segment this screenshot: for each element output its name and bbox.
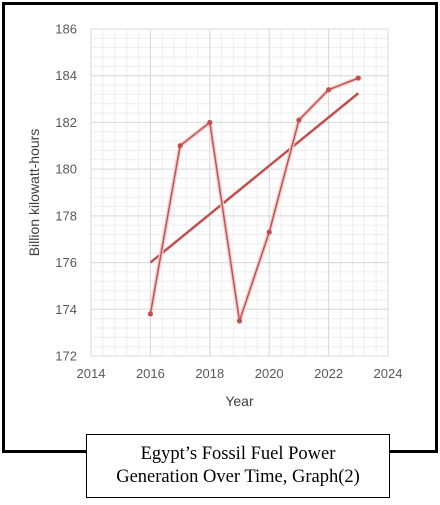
series-line <box>149 77 359 322</box>
data-point <box>147 311 153 317</box>
data-point <box>207 119 213 126</box>
caption-line-1: Egypt’s Fossil Fuel Power <box>140 443 336 464</box>
y-tick-label: 186 <box>55 22 77 37</box>
x-tick-label: 2016 <box>136 366 165 381</box>
major-gridlines <box>90 28 389 357</box>
caption-line-2: Generation Over Time, Graph(2) <box>116 467 360 487</box>
y-tick-label: 180 <box>55 162 77 177</box>
y-tick-label: 172 <box>55 349 77 364</box>
trendline-group <box>149 92 360 264</box>
data-point <box>355 75 361 81</box>
minor-gridlines <box>90 28 389 357</box>
y-tick-label: 184 <box>55 68 77 83</box>
y-tick-label: 182 <box>55 115 77 130</box>
data-point <box>296 117 302 123</box>
x-tick-label: 2018 <box>195 366 224 381</box>
data-point <box>326 87 332 93</box>
y-tick-label: 174 <box>55 302 77 317</box>
chart-caption: Egypt’s Fossil Fuel Power Generation Ove… <box>86 434 390 498</box>
x-tick-label: 2024 <box>374 366 403 381</box>
data-point <box>266 229 272 235</box>
x-axis-title: Year <box>225 393 254 409</box>
series-line-glow <box>148 76 360 323</box>
chart-frame: 2014 2016 2018 2020 2022 2024 172 174 176 178 180… <box>2 2 438 453</box>
x-tick-labels: 2014 2016 2018 2020 2022 2024 <box>77 366 403 381</box>
y-axis-title: Billion kilowatt-hours <box>26 129 42 257</box>
y-tick-label: 178 <box>55 208 77 223</box>
x-tick-label: 2014 <box>77 366 106 381</box>
data-point <box>177 143 183 149</box>
trendline <box>149 92 360 264</box>
y-tick-labels: 172 174 176 178 180 182 184 186 <box>55 22 77 364</box>
data-point <box>236 318 243 324</box>
chart: 2014 2016 2018 2020 2022 2024 172 174 176 178 180… <box>26 22 403 410</box>
y-tick-label: 176 <box>55 255 77 270</box>
x-tick-label: 2022 <box>314 366 343 381</box>
x-tick-label: 2020 <box>255 366 284 381</box>
series-group <box>147 75 361 324</box>
